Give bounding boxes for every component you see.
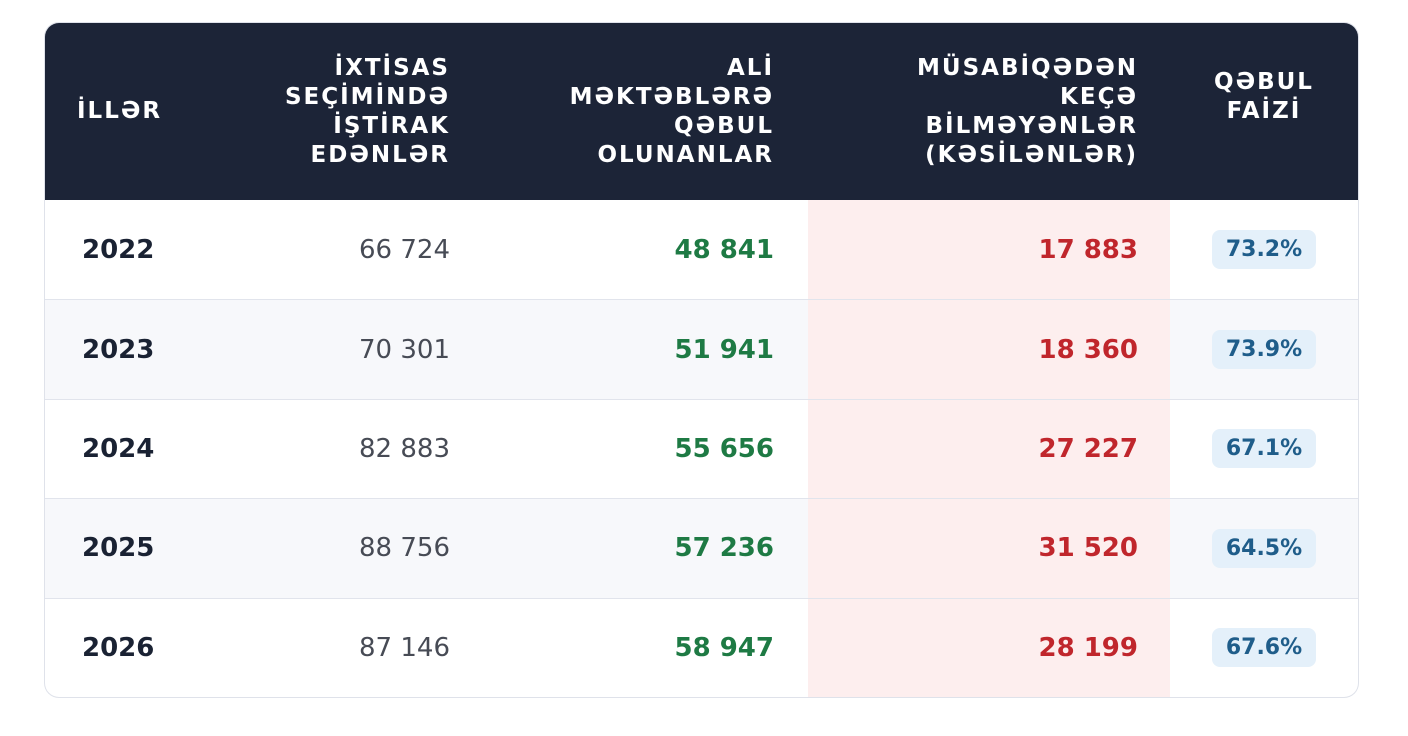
header-text: BİLMƏYƏNLƏR: [925, 112, 1138, 139]
table-cell: 58 947: [475, 597, 808, 697]
rate-badge: 73.9%: [1211, 330, 1317, 370]
table-cell: 2024: [45, 398, 200, 498]
header-text: İLLƏR: [77, 98, 163, 124]
table-cell: 70 301: [200, 299, 475, 399]
table-cell: 2023: [45, 299, 200, 399]
table-cell: 48 841: [674, 234, 774, 265]
header-text: OLUNANLAR: [597, 141, 774, 168]
header-text: SEÇİMİNDƏ: [284, 83, 450, 110]
header-text: KEÇƏ: [1060, 83, 1138, 110]
table-cell: 82 883: [200, 398, 475, 498]
header-text: QƏBUL: [1214, 68, 1314, 95]
table-cell: 2025: [45, 498, 200, 598]
header-text: QƏBUL: [674, 112, 774, 139]
header-text: FAİZİ: [1226, 97, 1302, 124]
table-cell: 73.9%: [1170, 299, 1358, 399]
data-table: İLLƏR İXTİSAS SEÇİMİNDƏ İŞTİRAK EDƏNLƏR ALİ MƏ…: [45, 23, 1358, 697]
header-text: MÜSABİQƏDƏN: [917, 54, 1138, 81]
table-cell: 57 236: [475, 498, 808, 598]
table-cell: 28 199: [808, 597, 1170, 697]
table-cell: 18 360: [808, 299, 1170, 399]
header-text: MƏKTƏBLƏRƏ: [569, 83, 774, 110]
table-cell: 66 724: [359, 234, 450, 265]
header-cell: İLLƏR: [45, 23, 200, 200]
table-cell: 2022: [82, 234, 155, 265]
table-cell: 64.5%: [1170, 498, 1358, 598]
table-cell: 27 227: [808, 398, 1170, 499]
table-cell: 87 146: [200, 597, 475, 697]
rate-badge: 73.2%: [1211, 230, 1317, 270]
table-cell: 73.2%: [1170, 200, 1358, 299]
table-cell: 51 941: [475, 299, 808, 399]
header-cell: İXTİSAS SEÇİMİNDƏ İŞTİRAK EDƏNLƏR: [200, 23, 475, 200]
header-text: EDƏNLƏR: [310, 141, 450, 168]
header-cell: QƏBUL FAİZİ: [1170, 23, 1358, 200]
header-text: İXTİSAS: [334, 54, 450, 81]
table-cell: 17 883: [808, 200, 1170, 300]
rate-badge: 67.1%: [1211, 429, 1317, 469]
rate-badge: 64.5%: [1211, 528, 1317, 568]
table-cell: 31 520: [808, 498, 1170, 598]
table-cell: 67.6%: [1170, 597, 1358, 697]
header-text: (KƏSİLƏNLƏR): [925, 141, 1138, 168]
header-text: İŞTİRAK: [333, 112, 450, 139]
table-cell: 2026: [45, 597, 200, 697]
header-cell: MÜSABİQƏDƏN KEÇƏ BİLMƏYƏNLƏR (KƏSİLƏNLƏR): [808, 23, 1170, 200]
table-cell: 88 756: [200, 498, 475, 598]
header-text: ALİ: [726, 54, 774, 81]
table-cell: 55 656: [475, 398, 808, 498]
header-cell: ALİ MƏKTƏBLƏRƏ QƏBUL OLUNANLAR: [475, 23, 808, 200]
table-cell: 67.1%: [1170, 398, 1358, 498]
rate-badge: 67.6%: [1211, 628, 1317, 668]
